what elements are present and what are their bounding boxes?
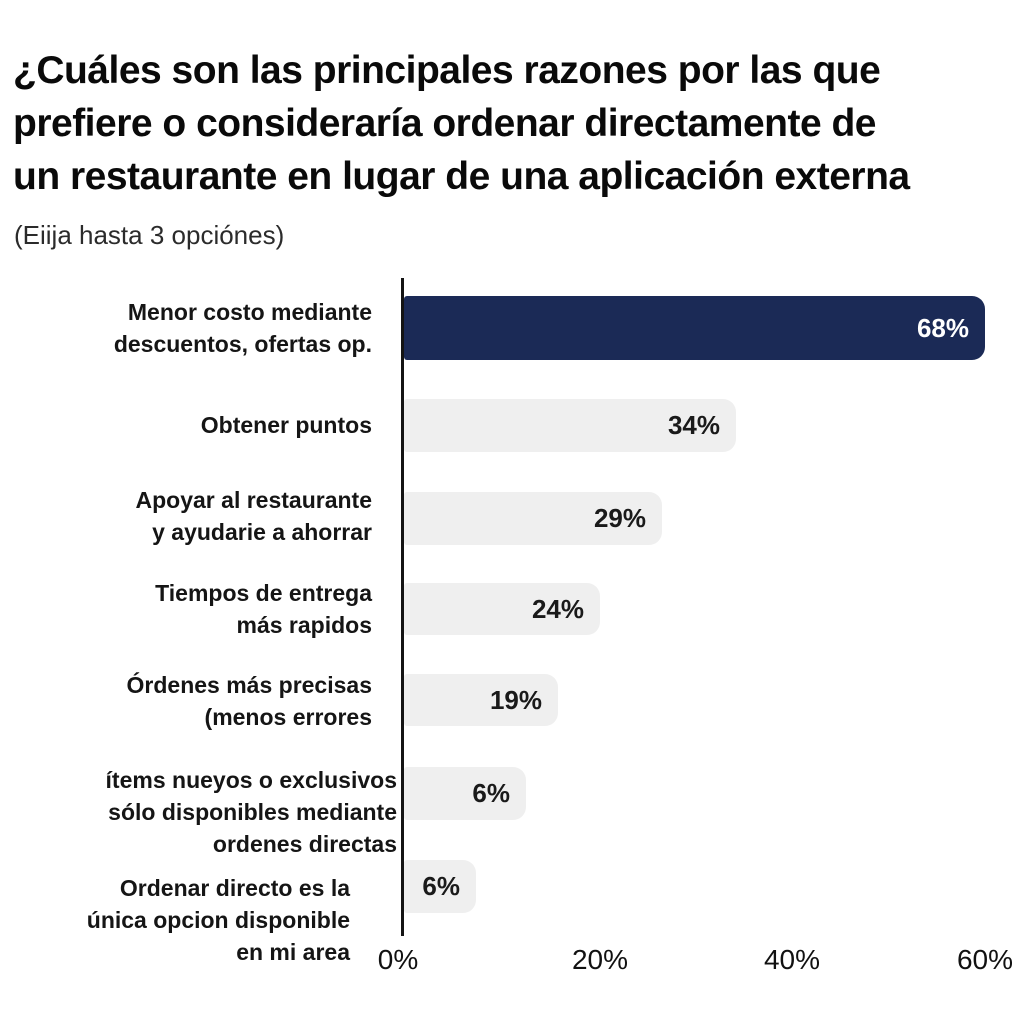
- x-axis-tick-60: 60%: [956, 944, 1014, 975]
- x-axis-tick-0: 0%: [377, 944, 419, 975]
- bar-1: 68%: [404, 296, 985, 360]
- category-label-1: Menor costo mediante descuentos, ofertas …: [113, 299, 372, 357]
- category-label-4: Tiempos de entrega más rapidos: [155, 580, 372, 638]
- x-axis-tick-20: 20%: [571, 944, 629, 975]
- bar-value-label-2: 34%: [667, 410, 720, 440]
- bar-value-label-7: 6%: [422, 871, 460, 901]
- chart-subtitle: (Eiija hasta 3 opciónes): [14, 220, 285, 250]
- bar-value-label-1: 68%: [916, 312, 969, 343]
- bar-5: 19%: [404, 674, 558, 726]
- chart-title: ¿Cuáles son las principales razones por …: [13, 49, 910, 198]
- category-label-3: Apoyar al restaurante y ayudarie a ahorra…: [135, 487, 372, 545]
- category-label-2: Obtener puntos: [200, 412, 372, 438]
- bar-3: 29%: [404, 492, 662, 545]
- bar-value-label-3: 29%: [593, 503, 646, 533]
- bar-2: 34%: [404, 399, 736, 452]
- category-label-6: ítems nueyos o exclusivos sólo disponible…: [105, 767, 397, 857]
- bar-value-label-6: 6%: [472, 778, 510, 808]
- category-label-5: Órdenes más precisas (menos errores: [126, 672, 372, 730]
- bar-4: 24%: [404, 583, 600, 635]
- y-axis-line: [401, 278, 404, 936]
- bar-7: 6%: [404, 860, 476, 913]
- bar-6: 6%: [404, 767, 526, 820]
- bar-value-label-4: 24%: [531, 593, 584, 624]
- bar-value-label-5: 19%: [489, 684, 542, 715]
- category-label-7: Ordenar directo es la única opcion dispon…: [86, 875, 350, 965]
- x-axis-tick-40: 40%: [763, 944, 821, 975]
